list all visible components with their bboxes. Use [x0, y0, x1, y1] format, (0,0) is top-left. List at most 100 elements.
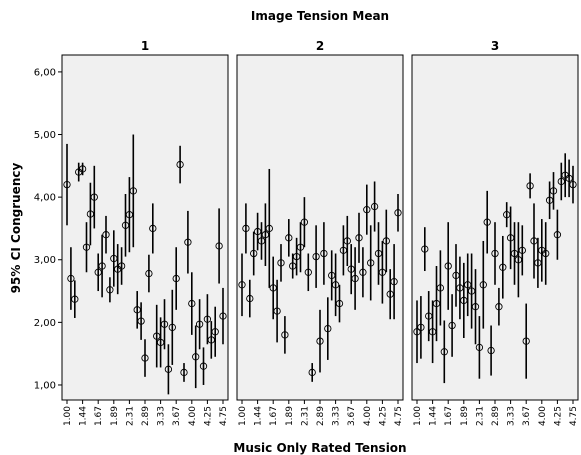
mean-marker — [394, 209, 402, 217]
mean-marker — [141, 354, 149, 362]
mean-marker — [440, 348, 448, 356]
x-axis-title: Music Only Rated Tension — [233, 441, 406, 455]
mean-marker — [522, 337, 530, 345]
mean-marker — [242, 224, 250, 233]
mean-marker — [172, 274, 180, 283]
mean-marker — [149, 224, 157, 233]
mean-marker — [184, 238, 192, 246]
panel-label: 2 — [316, 39, 324, 53]
mean-marker — [137, 317, 145, 325]
mean-marker — [475, 343, 484, 352]
y-tick-label: 1,00 — [34, 380, 56, 391]
mean-marker — [549, 187, 558, 195]
x-tick-label: 1.67 — [444, 406, 454, 426]
x-tick-label: 4.25 — [203, 406, 213, 426]
mean-marker — [491, 249, 499, 258]
mean-marker — [487, 346, 495, 355]
mean-marker — [203, 315, 212, 323]
mean-marker — [444, 262, 452, 270]
x-tick-label: 4.25 — [378, 406, 388, 426]
mean-marker — [160, 320, 169, 328]
x-tick-label: 2.31 — [475, 406, 485, 426]
mean-marker — [312, 252, 320, 261]
mean-marker — [351, 274, 359, 283]
mean-marker — [188, 299, 196, 308]
mean-marker — [324, 324, 332, 333]
mean-marker — [316, 337, 324, 345]
x-tick-label: 2.89 — [141, 406, 151, 426]
mean-marker — [483, 218, 491, 226]
mean-marker — [300, 218, 309, 226]
x-tick-label: 1.89 — [110, 406, 120, 426]
mean-marker — [518, 246, 526, 255]
x-tick-label: 4.00 — [363, 406, 373, 426]
x-tick-label: 1.00 — [238, 406, 248, 426]
mean-marker — [145, 269, 153, 278]
x-tick-label: 1.89 — [285, 406, 295, 426]
mean-marker — [246, 294, 254, 303]
x-tick-label: 2.31 — [125, 406, 135, 426]
mean-marker — [71, 295, 79, 303]
mean-marker — [215, 242, 223, 250]
y-tick-label: 4,00 — [34, 193, 56, 204]
mean-marker — [553, 231, 562, 239]
mean-marker — [542, 249, 550, 258]
mean-marker — [238, 281, 246, 289]
mean-marker — [499, 263, 507, 271]
y-tick-label: 6,00 — [34, 67, 56, 78]
y-axis-title: 95% CI Congruency — [9, 163, 23, 294]
mean-marker — [78, 165, 87, 173]
x-tick-label: 4.00 — [538, 406, 548, 426]
mean-marker — [63, 180, 71, 189]
mean-marker — [211, 328, 219, 336]
x-tick-label: 4.00 — [188, 406, 198, 426]
panel-label: 1 — [141, 39, 149, 53]
mean-marker — [250, 249, 258, 258]
mean-marker — [421, 245, 429, 253]
mean-marker — [82, 243, 91, 251]
mean-marker — [343, 237, 351, 245]
panel-label: 3 — [491, 39, 499, 53]
mean-marker — [569, 180, 577, 189]
y-tick-label: 2,00 — [34, 318, 56, 329]
x-tick-label: 1.44 — [429, 406, 439, 426]
mean-marker — [106, 286, 114, 294]
x-tick-label: 1.67 — [269, 406, 279, 426]
x-tick-label: 4.75 — [569, 406, 579, 426]
mean-marker — [199, 362, 208, 370]
mean-marker — [367, 259, 375, 267]
mean-marker — [382, 237, 390, 245]
mean-marker — [273, 307, 281, 315]
x-tick-label: 2.31 — [300, 406, 310, 426]
x-tick-label: 3.33 — [507, 406, 517, 426]
mean-marker — [363, 206, 371, 214]
x-tick-label: 4.25 — [553, 406, 563, 426]
mean-marker — [479, 281, 487, 289]
x-tick-label: 1.44 — [254, 406, 264, 426]
mean-marker — [281, 331, 289, 339]
mean-marker — [304, 268, 312, 276]
mean-marker — [219, 312, 227, 320]
x-tick-label: 3.33 — [157, 406, 167, 426]
x-tick-label: 1.89 — [460, 406, 470, 426]
x-tick-label: 1.67 — [94, 406, 104, 426]
mean-marker — [98, 262, 106, 270]
x-tick-label: 4.75 — [394, 406, 404, 426]
mean-marker — [102, 231, 110, 239]
x-tick-label: 3.33 — [332, 406, 342, 426]
mean-marker — [129, 187, 137, 195]
y-tick-label: 5,00 — [34, 130, 56, 141]
x-tick-label: 1.00 — [63, 406, 73, 426]
mean-marker — [370, 202, 379, 211]
y-tick-label: 3,00 — [34, 255, 56, 266]
mean-marker — [355, 234, 363, 242]
mean-marker — [320, 249, 328, 258]
mean-marker — [67, 274, 75, 283]
mean-marker — [164, 365, 173, 373]
mean-marker — [176, 160, 184, 169]
facet-title: Image Tension Mean — [251, 9, 389, 23]
mean-marker — [335, 299, 344, 308]
x-tick-label: 3.67 — [347, 406, 357, 426]
x-tick-label: 3.67 — [172, 406, 182, 426]
